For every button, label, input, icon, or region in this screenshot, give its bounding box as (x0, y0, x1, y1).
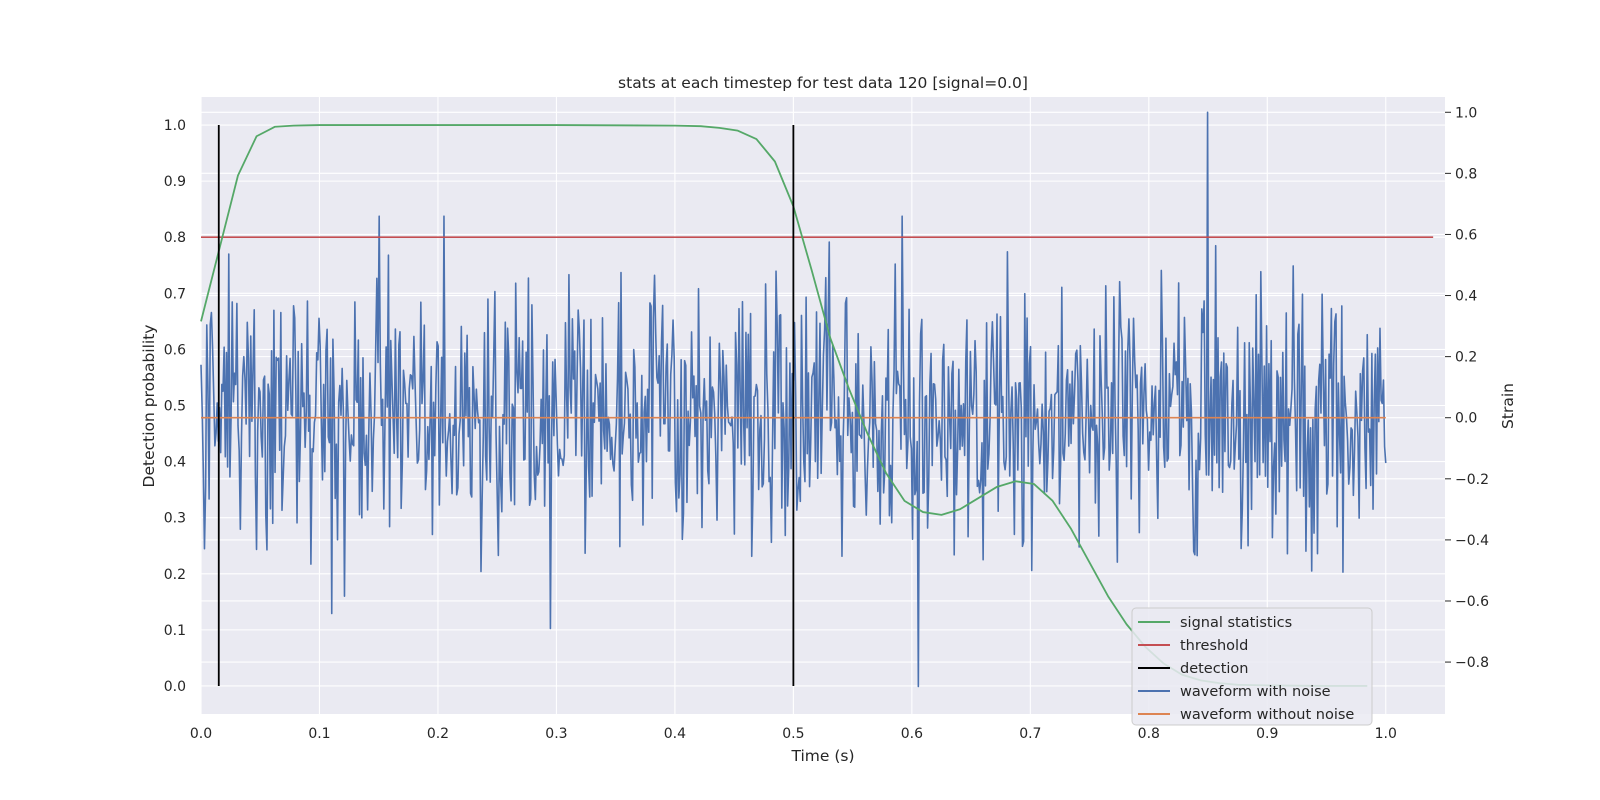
x-tick-label: 0.5 (782, 726, 804, 742)
y-left-tick-label: 0.1 (164, 623, 186, 639)
y-left-tick-label: 0.3 (164, 511, 186, 527)
y-left-tick-label: 0.7 (164, 286, 186, 302)
chart-title: stats at each timestep for test data 120… (618, 74, 1028, 92)
y-left-tick-label: 0.4 (164, 455, 186, 471)
y-axis-right-ticks: −0.8 −0.6 −0.4 −0.2 0.0 0.2 0.4 0.6 0.8 1.0 (1445, 105, 1489, 671)
y-left-tick-label: 0.2 (164, 567, 186, 583)
y-right-tick-label: 0.8 (1455, 166, 1477, 182)
legend-label: threshold (1180, 638, 1248, 654)
legend: signal statistics threshold detection wavef… (1131, 607, 1373, 726)
y-left-tick-label: 0.6 (164, 342, 186, 358)
y-axis-left-label: Detection probability (140, 325, 158, 488)
y-right-tick-label: −0.8 (1455, 655, 1489, 671)
x-tick-label: 0.3 (545, 726, 567, 742)
y-right-tick-label: 0.0 (1455, 411, 1477, 427)
y-axis-left-ticks: 0.0 0.1 0.2 0.3 0.4 0.5 0.6 0.7 0.8 0.9 1.0 (164, 118, 186, 695)
y-right-tick-label: 0.2 (1455, 350, 1477, 366)
x-tick-label: 0.8 (1138, 726, 1160, 742)
y-left-tick-label: 0.9 (164, 174, 186, 190)
y-left-tick-label: 0.5 (164, 399, 186, 415)
y-right-tick-label: 0.4 (1455, 289, 1477, 305)
legend-label: waveform with noise (1180, 684, 1331, 700)
legend-label: waveform without noise (1180, 707, 1354, 723)
y-left-tick-label: 0.0 (164, 679, 186, 695)
x-tick-label: 0.0 (190, 726, 212, 742)
x-tick-label: 0.4 (664, 726, 686, 742)
x-tick-label: 1.0 (1375, 726, 1397, 742)
y-axis-right-label: Strain (1499, 383, 1517, 429)
x-tick-label: 0.6 (901, 726, 923, 742)
y-right-tick-label: −0.2 (1455, 472, 1489, 488)
y-right-tick-label: −0.4 (1455, 533, 1489, 549)
legend-label: signal statistics (1180, 615, 1292, 631)
legend-label: detection (1180, 661, 1248, 677)
y-right-tick-label: 1.0 (1455, 105, 1477, 121)
x-tick-label: 0.2 (427, 726, 449, 742)
y-right-tick-label: −0.6 (1455, 594, 1489, 610)
y-right-tick-label: 0.6 (1455, 227, 1477, 243)
x-axis-label: Time (s) (790, 747, 854, 765)
x-tick-label: 0.9 (1256, 726, 1278, 742)
y-left-tick-label: 0.8 (164, 230, 186, 246)
x-tick-label: 0.7 (1019, 726, 1041, 742)
legend-box (1131, 607, 1373, 726)
x-tick-label: 0.1 (308, 726, 330, 742)
y-left-tick-label: 1.0 (164, 118, 186, 134)
x-axis-ticks: 0.0 0.1 0.2 0.3 0.4 0.5 0.6 0.7 0.8 0.9 1.0 (190, 726, 1397, 742)
